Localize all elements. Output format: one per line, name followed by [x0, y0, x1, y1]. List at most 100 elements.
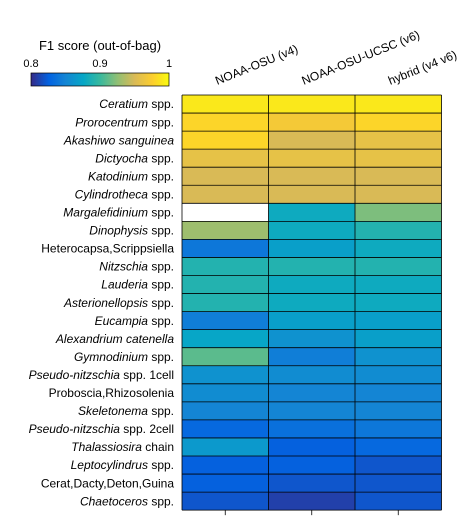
heatmap-cell	[268, 257, 355, 276]
heatmap-cell	[355, 149, 442, 168]
row-label: Cylindrotheca spp.	[75, 187, 174, 201]
row-label-part: spp.	[148, 115, 174, 129]
row-label: Dinophysis spp.	[89, 224, 174, 238]
row-label-part: spp.	[148, 494, 174, 508]
heatmap-cell	[268, 311, 355, 330]
heatmap-cell	[182, 383, 269, 402]
row-label-part: Dictyocha	[95, 151, 148, 165]
column-labels: NOAA-OSU (v4) NOAA-OSU-UCSC (v6)hybrid (v…	[213, 28, 459, 88]
row-label-part: Asterionellopsis	[63, 296, 148, 310]
row-label: Pseudo-nitzschia spp. 1cell	[29, 368, 174, 382]
row-label-part: spp.	[148, 314, 174, 328]
heatmap-cell	[355, 185, 442, 204]
heatmap-cell	[182, 365, 269, 384]
row-label: Pseudo-nitzschia spp. 2cell	[29, 422, 174, 436]
heatmap-cell	[268, 149, 355, 168]
row-label: Gymnodinium spp.	[74, 350, 174, 364]
heatmap-cell	[268, 293, 355, 312]
heatmap-cell	[268, 185, 355, 204]
heatmap-cell	[355, 113, 442, 132]
row-label-part: Leptocylindrus	[71, 458, 148, 472]
heatmap-cell	[182, 257, 269, 276]
row-label-part: spp.	[148, 260, 174, 274]
row-label-part: Ceratium	[99, 97, 148, 111]
row-label-part: Pseudo-nitzschia	[29, 368, 121, 382]
row-label-part: Katodinium	[88, 169, 148, 183]
heatmap-cell	[268, 401, 355, 420]
heatmap-cell	[268, 329, 355, 348]
heatmap-cell	[355, 419, 442, 438]
heatmap-cell	[268, 167, 355, 186]
colorbar: F1 score (out-of-bag) 0.8 0.9 1	[23, 38, 172, 87]
row-label: Dictyocha spp.	[95, 151, 174, 165]
heatmap-cell	[355, 329, 442, 348]
heatmap-cell	[355, 456, 442, 475]
heatmap-cell	[355, 221, 442, 240]
column-label: NOAA-OSU (v4)	[213, 42, 300, 88]
row-label-part: Alexandrium catenella	[55, 332, 174, 346]
heatmap-cell	[268, 95, 355, 114]
colorbar-tick-mid: 0.9	[92, 58, 107, 70]
row-label-part: Dinophysis	[89, 224, 148, 238]
row-label-part: Akashiwo sanguinea	[63, 133, 174, 147]
row-label-part: spp.	[148, 97, 174, 111]
row-label-part: Chaetoceros	[80, 494, 148, 508]
row-label-part: spp.	[148, 350, 174, 364]
heatmap-cell	[268, 365, 355, 384]
heatmap-cell	[182, 437, 269, 456]
row-label: Lauderia spp.	[101, 278, 174, 292]
heatmap-cell	[355, 437, 442, 456]
heatmap-cell	[182, 113, 269, 132]
row-label-part: Pseudo-nitzschia	[29, 422, 121, 436]
row-label-part: Thalassiosira	[71, 440, 142, 454]
row-label: Cerat,Dacty,Deton,Guina	[41, 476, 174, 490]
row-label-part: Lauderia	[101, 278, 148, 292]
heatmap-cell	[355, 203, 442, 222]
heatmap-cell	[182, 239, 269, 258]
row-label: Heterocapsa,Scrippsiella	[41, 242, 174, 256]
row-labels: Ceratium spp.Prorocentrum spp.Akashiwo s…	[29, 97, 175, 508]
row-label-part: Skeletonema	[78, 404, 148, 418]
colorbar-label: F1 score (out-of-bag)	[39, 38, 161, 53]
heatmap-cell	[182, 401, 269, 420]
heatmap-grid	[181, 94, 442, 516]
heatmap-cell	[182, 456, 269, 475]
row-label: Ceratium spp.	[99, 97, 174, 111]
row-label-part: spp.	[148, 224, 174, 238]
row-label-part: spp.	[148, 296, 174, 310]
heatmap-cell	[268, 456, 355, 475]
heatmap-cell	[268, 221, 355, 240]
row-label: Chaetoceros spp.	[80, 494, 174, 508]
row-label-part: Nitzschia	[99, 260, 148, 274]
row-label: Margalefidinium spp.	[63, 206, 174, 220]
row-label: Proboscia,Rhizosolenia	[49, 386, 175, 400]
heatmap-cell	[355, 95, 442, 114]
heatmap-cell	[182, 293, 269, 312]
row-label-part: spp. 2cell	[120, 422, 174, 436]
heatmap-cell	[355, 401, 442, 420]
heatmap-cell	[268, 492, 355, 511]
heatmap-cell	[355, 293, 442, 312]
row-label-part: spp.	[148, 187, 174, 201]
heatmap-cell	[355, 275, 442, 294]
row-label-part: spp.	[148, 169, 174, 183]
column-label: hybrid (v4 v6)	[386, 48, 459, 88]
heatmap-cell	[268, 239, 355, 258]
row-label: Leptocylindrus spp.	[71, 458, 174, 472]
heatmap-cell	[182, 95, 269, 114]
heatmap-cell	[355, 492, 442, 511]
heatmap-cell	[268, 419, 355, 438]
heatmap-cell	[182, 167, 269, 186]
heatmap-cell	[355, 257, 442, 276]
row-label-part: Margalefidinium	[63, 206, 148, 220]
heatmap-cell	[182, 185, 269, 204]
heatmap-cell	[355, 365, 442, 384]
heatmap-cells	[182, 95, 442, 511]
row-label-part: Cerat,Dacty,Deton,Guina	[41, 476, 174, 490]
heatmap-cell	[182, 419, 269, 438]
row-label-part: Prorocentrum	[75, 115, 148, 129]
heatmap-cell	[355, 131, 442, 150]
heatmap-cell	[355, 347, 442, 366]
heatmap-cell	[355, 311, 442, 330]
heatmap-cell	[268, 113, 355, 132]
